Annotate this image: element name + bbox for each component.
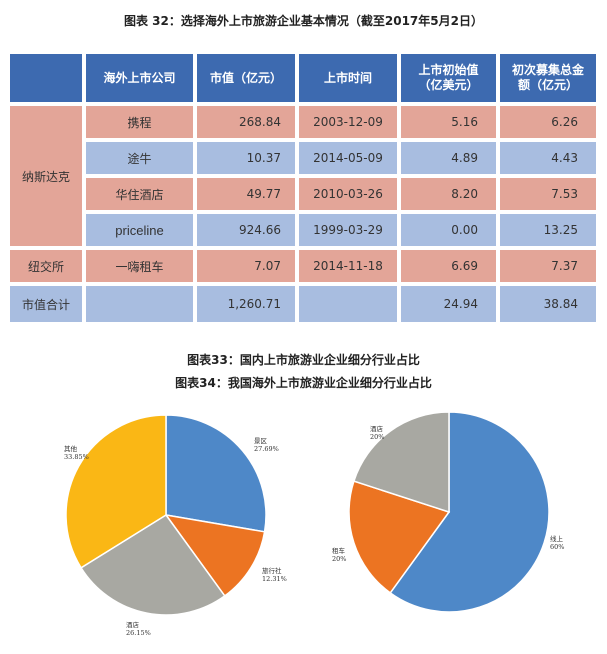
pie-slice-2 — [164, 513, 266, 597]
total-raised: 38.84 — [500, 286, 596, 322]
table-cell-raised: 4.43 — [500, 142, 596, 174]
table-cell-company: priceline — [86, 214, 193, 246]
table-cell-company: 华住酒店 — [86, 178, 193, 210]
table-cell-company: 一嗨租车 — [86, 250, 193, 282]
pie-slice-label: 租车 — [332, 546, 346, 555]
pie-slice-1 — [389, 411, 550, 613]
table-cell-initial-value: 5.16 — [401, 106, 496, 138]
table-cell-ipo-date: 2003-12-09 — [299, 106, 397, 138]
table-cell-ipo-date: 2014-11-18 — [299, 250, 397, 282]
pie-slice-3 — [352, 411, 450, 514]
pie-slice-1 — [165, 414, 267, 533]
chart34-caption: 图表34：我国海外上市旅游业企业细分行业占比 — [175, 376, 432, 390]
pie-slice-percent: 26.15% — [126, 629, 151, 637]
group-nyse: 纽交所 — [10, 250, 82, 282]
pie-slice-3 — [80, 513, 226, 616]
pie-slice-label: 酒店 — [370, 424, 384, 433]
pie-slice-percent: 27.69% — [254, 445, 279, 453]
table-caption: 图表 32：选择海外上市旅游企业基本情况（截至2017年5月2日） — [124, 14, 483, 28]
table-cell-initial-value: 6.69 — [401, 250, 496, 282]
table-cell-ipo-date: 2010-03-26 — [299, 178, 397, 210]
pie-slice-label: 酒店 — [126, 620, 140, 629]
table-cell-initial-value: 4.89 — [401, 142, 496, 174]
header-initial-value: 上市初始值（亿美元） — [401, 54, 496, 102]
group-total: 市值合计 — [10, 286, 82, 322]
header-blank — [10, 54, 82, 102]
pie-slice-percent: 20% — [332, 555, 346, 563]
pie-slice-percent: 33.85% — [64, 453, 89, 461]
table-cell-ipo-date: 2014-05-09 — [299, 142, 397, 174]
pie-slice-label: 景区 — [254, 437, 268, 445]
total-cell-company — [86, 286, 193, 322]
table-cell-market-cap: 10.37 — [197, 142, 295, 174]
table-cell-company: 携程 — [86, 106, 193, 138]
table-cell-raised: 7.37 — [500, 250, 596, 282]
header-raised: 初次募集总金额（亿元） — [500, 54, 596, 102]
pie-slice-label: 旅行社 — [262, 566, 282, 575]
company-table: 海外上市公司 市值（亿元） 上市时间 上市初始值（亿美元） 初次募集总金额（亿元… — [10, 54, 596, 322]
chart33-caption: 图表33：国内上市旅游业企业细分行业占比 — [187, 353, 420, 367]
table-cell-initial-value: 8.20 — [401, 178, 496, 210]
pie-slice-label: 线上 — [550, 534, 564, 543]
pie-slice-4 — [65, 414, 167, 569]
pie-slice-percent: 12.31% — [262, 575, 287, 583]
table-cell-market-cap: 924.66 — [197, 214, 295, 246]
header-company: 海外上市公司 — [86, 54, 193, 102]
table-cell-raised: 6.26 — [500, 106, 596, 138]
table-cell-company: 途牛 — [86, 142, 193, 174]
header-ipo-date: 上市时间 — [299, 54, 397, 102]
total-market-cap: 1,260.71 — [197, 286, 295, 322]
table-cell-raised: 7.53 — [500, 178, 596, 210]
total-initial-value: 24.94 — [401, 286, 496, 322]
pie-slice-percent: 60% — [550, 543, 564, 551]
table-cell-market-cap: 49.77 — [197, 178, 295, 210]
total-cell-ipo-date — [299, 286, 397, 322]
table-cell-raised: 13.25 — [500, 214, 596, 246]
group-nasdaq: 纳斯达克 — [10, 106, 82, 246]
pie-slice-2 — [348, 480, 451, 594]
table-cell-market-cap: 268.84 — [197, 106, 295, 138]
table-cell-initial-value: 0.00 — [401, 214, 496, 246]
header-market-cap: 市值（亿元） — [197, 54, 295, 102]
table-cell-market-cap: 7.07 — [197, 250, 295, 282]
pie-slice-label: 其他 — [64, 444, 78, 453]
pie-slice-percent: 20% — [370, 433, 384, 441]
table-cell-ipo-date: 1999-03-29 — [299, 214, 397, 246]
